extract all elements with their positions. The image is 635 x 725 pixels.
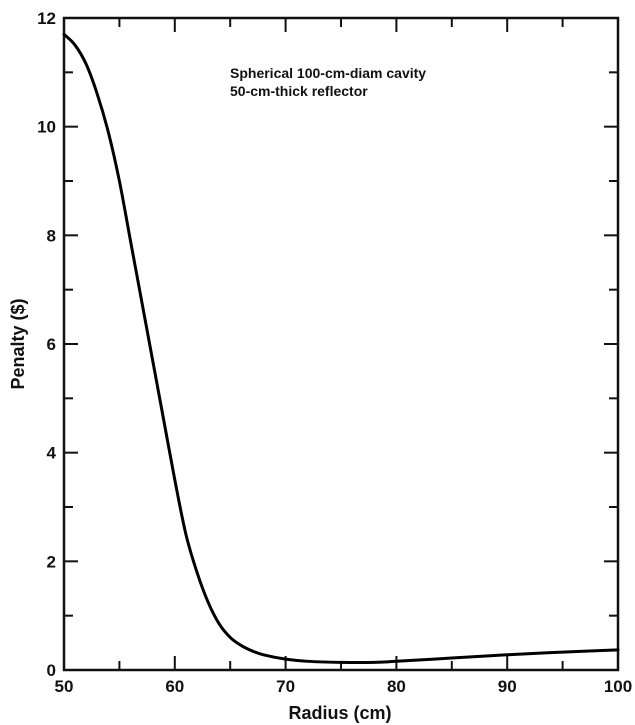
annotation-line-2: 50-cm-thick reflector	[230, 83, 368, 99]
x-axis-label: Radius (cm)	[288, 703, 391, 723]
y-tick-label: 10	[37, 118, 56, 137]
series-line-penalty	[62, 32, 620, 665]
y-tick-label: 0	[47, 661, 56, 680]
plot-frame	[62, 16, 620, 672]
annotation-line-1: Spherical 100-cm-diam cavity	[230, 65, 426, 81]
x-tick-label: 100	[604, 677, 632, 696]
y-tick-label: 2	[47, 552, 56, 571]
y-axis-label: Penalty ($)	[8, 298, 28, 389]
y-tick-label: 6	[47, 335, 56, 354]
x-tick-label: 90	[498, 677, 517, 696]
x-tick-label: 60	[165, 677, 184, 696]
x-tick-label: 70	[276, 677, 295, 696]
y-tick-label: 12	[37, 9, 56, 28]
y-tick-label: 4	[47, 444, 57, 463]
x-tick-label: 80	[387, 677, 406, 696]
axis-tick-labels: 50 60 70 80 90 100 0 2 4 6 8 10 12	[37, 9, 632, 696]
x-tick-label: 50	[55, 677, 74, 696]
axis-ticks	[63, 17, 619, 671]
y-tick-label: 8	[47, 226, 56, 245]
